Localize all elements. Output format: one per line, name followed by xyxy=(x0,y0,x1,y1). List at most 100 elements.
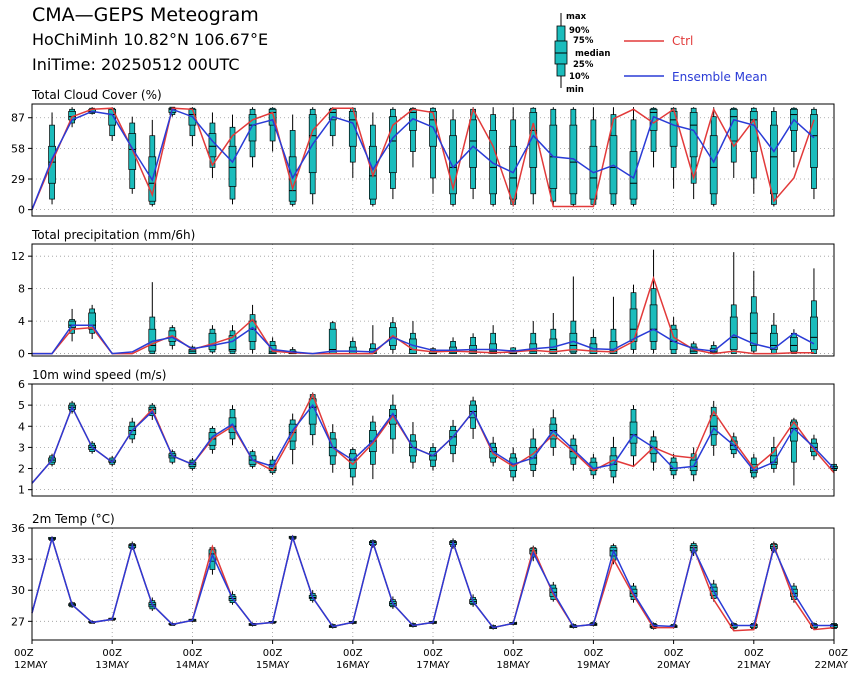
legend-label-p25: 25% xyxy=(573,60,594,70)
box-plot xyxy=(629,107,638,207)
x-tick-hour: 00Z xyxy=(584,648,604,659)
panel-frame xyxy=(31,383,835,497)
x-tick-date: 12MAY xyxy=(14,660,48,671)
box-plot xyxy=(449,109,457,207)
y-tick-label: 29 xyxy=(11,173,25,186)
box-plot xyxy=(529,428,538,477)
ctrl-line xyxy=(31,107,815,210)
legend-ctrl-label: Ctrl xyxy=(672,34,693,48)
box-plot xyxy=(208,112,217,178)
box-p25-p75 xyxy=(469,119,477,168)
x-tick-date: 14MAY xyxy=(176,660,210,671)
legend-lines: Ctrl Ensemble Mean xyxy=(624,34,767,84)
box-plot xyxy=(589,107,598,207)
legend-label-p75: 75% xyxy=(573,36,594,46)
x-tick-hour: 00Z xyxy=(503,648,523,659)
x-tick-date: 22MAY xyxy=(814,660,848,671)
box-p25-p75 xyxy=(88,312,97,330)
box-plot xyxy=(729,252,738,354)
box-plot xyxy=(649,249,658,354)
panel-wind-speed: 10m wind speed (m/s) 1 2 3 4 5 6 xyxy=(18,368,838,497)
x-tick-hour: 00Z xyxy=(14,648,34,659)
box-p25-p75 xyxy=(268,108,277,126)
y-tick-label: 0 xyxy=(18,348,25,361)
panel-precipitation: Total precipitation (mm/6h) 0 4 8 12 xyxy=(11,228,835,361)
x-tick-date: 13MAY xyxy=(95,660,129,671)
x-tick-hour: 00Z xyxy=(828,648,848,659)
x-tick-date: 19MAY xyxy=(577,660,611,671)
init-time-label: IniTime: 20250512 00UTC xyxy=(32,55,240,74)
box-plot xyxy=(369,112,377,207)
x-tick-hour: 00Z xyxy=(423,648,443,659)
box-p25-p75 xyxy=(810,114,818,168)
box-plot xyxy=(729,107,738,178)
legend-label-min: min xyxy=(566,85,584,95)
panel-title: 10m wind speed (m/s) xyxy=(32,368,166,382)
box-plot xyxy=(769,107,778,207)
box-p25-p75 xyxy=(228,335,237,352)
box-plot xyxy=(288,114,297,207)
panel-temperature: 2m Temp (°C) 27 30 33 36 xyxy=(11,512,838,641)
box-plot xyxy=(268,107,277,152)
box-p25-p75 xyxy=(649,304,658,342)
page-title: CMA—GEPS Meteogram xyxy=(32,4,259,26)
box-plot xyxy=(589,329,598,354)
box-plot xyxy=(749,270,758,354)
box-p25-p75 xyxy=(449,430,457,446)
box-p25-p75 xyxy=(348,346,357,354)
box-plot xyxy=(188,107,197,147)
box-plot xyxy=(328,321,337,354)
box-plot xyxy=(308,107,317,205)
box-p25-p75 xyxy=(48,145,56,184)
box-plot xyxy=(790,107,798,168)
y-tick-label: 0 xyxy=(18,204,25,217)
y-tick-label: 6 xyxy=(18,378,25,391)
box-plot xyxy=(389,107,397,200)
y-tick-label: 36 xyxy=(11,522,25,535)
legend-label-p10: 10% xyxy=(569,72,590,82)
x-tick-hour: 00Z xyxy=(102,648,122,659)
box-p25-p75 xyxy=(790,336,798,352)
y-tick-label: 8 xyxy=(18,283,25,296)
y-tick-label: 2 xyxy=(18,463,25,476)
panel-title: Total Cloud Cover (%) xyxy=(31,88,162,102)
box-plot xyxy=(689,107,698,200)
box-plot xyxy=(208,325,217,354)
x-tick-hour: 00Z xyxy=(343,648,363,659)
legend-mean-label: Ensemble Mean xyxy=(672,70,767,84)
box-plot xyxy=(810,107,818,200)
box-p25-p75 xyxy=(68,320,76,328)
legend-label-max: max xyxy=(566,12,587,22)
box-p25-p75 xyxy=(729,316,738,350)
legend-label-median: median xyxy=(575,49,610,59)
box-p25-p75 xyxy=(769,124,778,195)
x-tick-date: 21MAY xyxy=(737,660,771,671)
x-tick-hour: 00Z xyxy=(664,648,684,659)
panel-title: Total precipitation (mm/6h) xyxy=(31,228,195,242)
box-p25-p75 xyxy=(248,114,257,142)
box-p25-p75 xyxy=(749,312,758,346)
box-plot xyxy=(328,107,337,147)
box-p25-p75 xyxy=(128,133,137,170)
ensemble-mean-line xyxy=(31,403,835,484)
box-plot xyxy=(88,304,97,339)
box-p25-p75 xyxy=(669,461,678,471)
box-p25-p75 xyxy=(709,135,718,195)
box-p25-p75 xyxy=(228,145,237,187)
ensemble-mean-line xyxy=(31,534,834,629)
panel-frame xyxy=(31,103,835,217)
box-plot xyxy=(409,107,417,168)
ensemble-mean-line xyxy=(31,108,815,210)
x-tick-hour: 00Z xyxy=(744,648,764,659)
y-tick-label: 5 xyxy=(18,399,25,412)
y-tick-label: 1 xyxy=(18,484,25,497)
y-tick-label: 87 xyxy=(11,112,25,125)
box-p25-p75 xyxy=(629,151,638,200)
x-tick-date: 17MAY xyxy=(416,660,450,671)
x-tick-date: 15MAY xyxy=(256,660,290,671)
y-tick-label: 30 xyxy=(11,584,25,597)
box-plot xyxy=(409,422,417,469)
y-tick-label: 33 xyxy=(11,553,25,566)
box-p25-p75 xyxy=(709,415,718,436)
